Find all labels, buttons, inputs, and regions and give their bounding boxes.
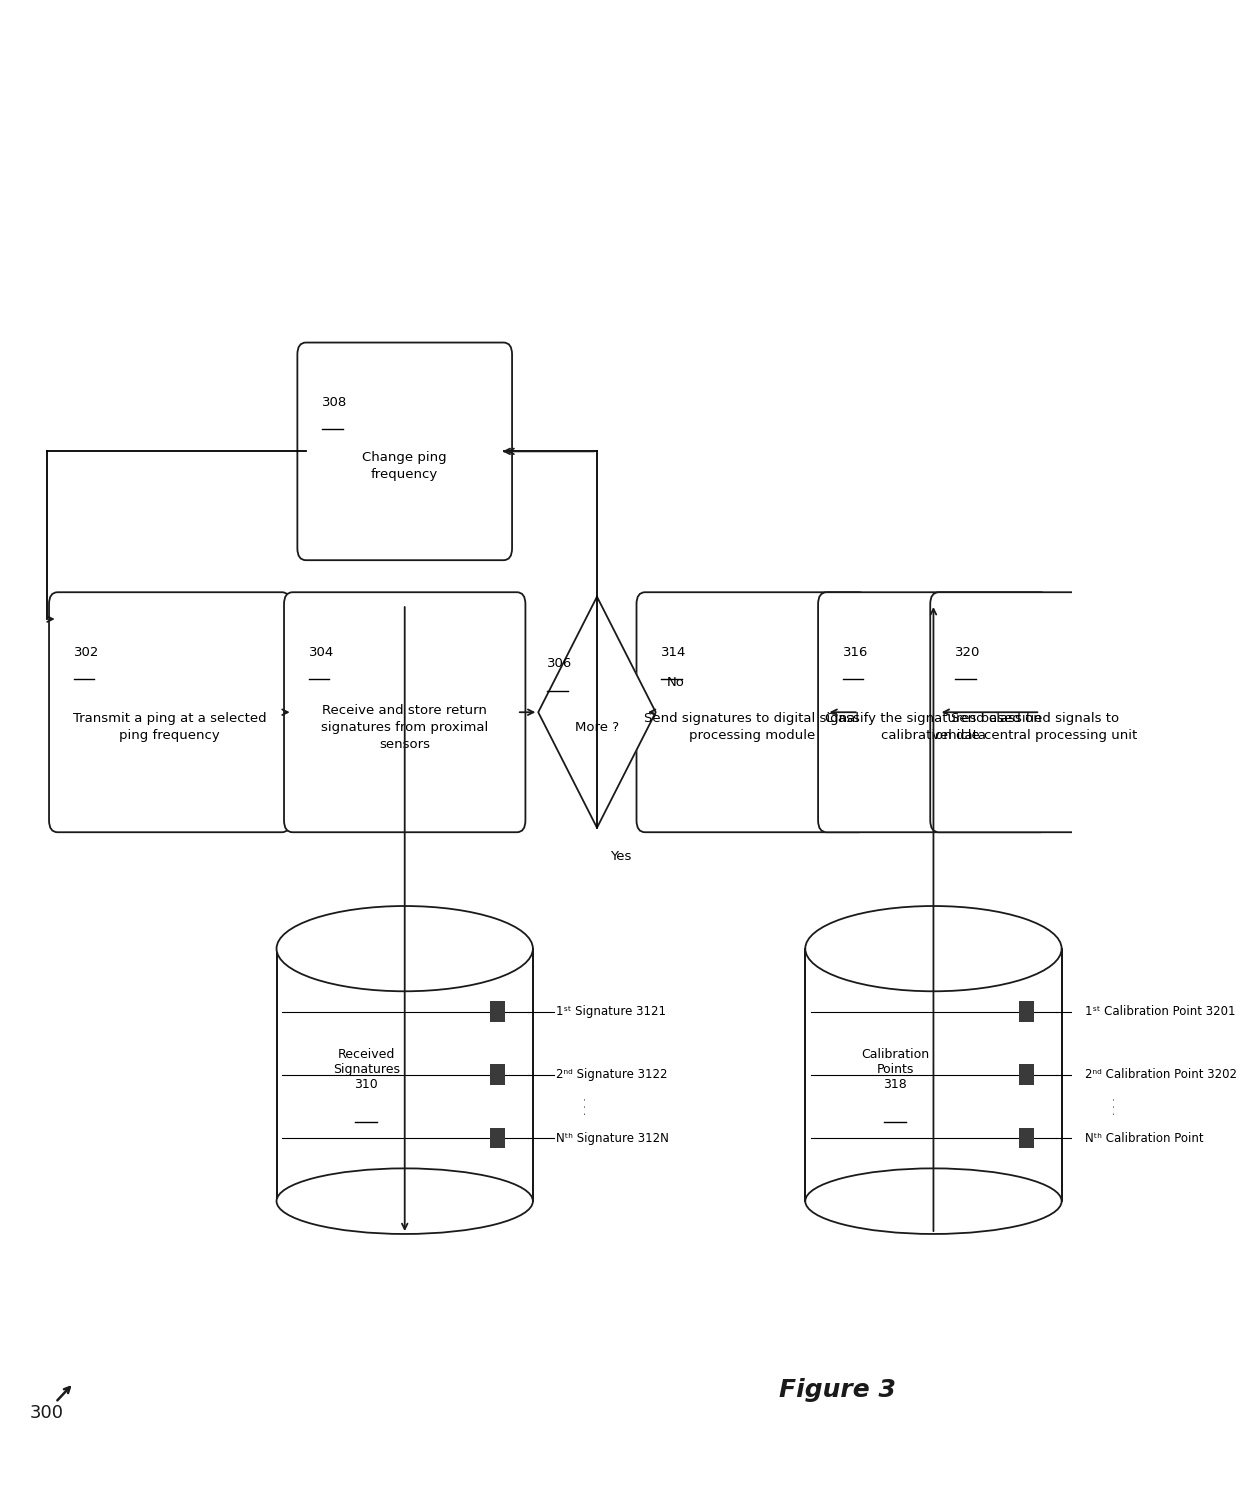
Polygon shape	[538, 597, 656, 827]
Bar	[1019, 1064, 1034, 1085]
Text: Send classified signals to
vehicle central processing unit: Send classified signals to vehicle centr…	[932, 712, 1137, 742]
FancyBboxPatch shape	[930, 592, 1140, 832]
Text: More ?: More ?	[575, 721, 619, 733]
Bar	[1019, 1001, 1034, 1022]
Bar	[1019, 1127, 1034, 1148]
Bar	[490, 1001, 505, 1022]
FancyBboxPatch shape	[818, 592, 1049, 832]
Text: 314: 314	[661, 646, 687, 660]
Text: Transmit a ping at a selected
ping frequency: Transmit a ping at a selected ping frequ…	[73, 712, 267, 742]
FancyBboxPatch shape	[805, 949, 1061, 1201]
Bar	[490, 1127, 505, 1148]
Text: Yes: Yes	[610, 850, 631, 863]
Text: 1ˢᵗ Signature 3121: 1ˢᵗ Signature 3121	[557, 1006, 666, 1018]
Text: 320: 320	[955, 646, 980, 660]
Ellipse shape	[805, 905, 1061, 991]
Text: Classify the signatures based on
calibration data: Classify the signatures based on calibra…	[825, 712, 1042, 742]
Text: Send signatures to digital signal
processing module: Send signatures to digital signal proces…	[645, 712, 859, 742]
Text: 302: 302	[73, 646, 99, 660]
FancyBboxPatch shape	[636, 592, 867, 832]
Text: · · ·: · · ·	[582, 1097, 591, 1115]
Text: Figure 3: Figure 3	[779, 1379, 895, 1403]
Text: 2ⁿᵈ Calibration Point 3202: 2ⁿᵈ Calibration Point 3202	[1085, 1069, 1238, 1081]
Text: Calibration
Points
318: Calibration Points 318	[861, 1048, 929, 1091]
Text: 1ˢᵗ Calibration Point 3201: 1ˢᵗ Calibration Point 3201	[1085, 1006, 1235, 1018]
Ellipse shape	[277, 905, 533, 991]
Ellipse shape	[805, 1168, 1061, 1234]
Text: No: No	[666, 676, 684, 690]
Text: 306: 306	[547, 657, 572, 670]
Text: 2ⁿᵈ Signature 3122: 2ⁿᵈ Signature 3122	[557, 1069, 668, 1081]
FancyBboxPatch shape	[284, 592, 526, 832]
Text: 304: 304	[309, 646, 334, 660]
Text: · · ·: · · ·	[1110, 1097, 1120, 1115]
Text: 308: 308	[322, 396, 347, 409]
Ellipse shape	[277, 1168, 533, 1234]
Text: 316: 316	[843, 646, 868, 660]
Text: 300: 300	[30, 1405, 64, 1423]
Text: Receive and store return
signatures from proximal
sensors: Receive and store return signatures from…	[321, 703, 489, 751]
FancyBboxPatch shape	[298, 343, 512, 561]
Text: Nᵗʰ Signature 312N: Nᵗʰ Signature 312N	[557, 1132, 670, 1145]
Text: Received
Signatures
310: Received Signatures 310	[332, 1048, 399, 1091]
FancyBboxPatch shape	[50, 592, 290, 832]
Text: Nᵗʰ Calibration Point: Nᵗʰ Calibration Point	[1085, 1132, 1204, 1145]
FancyBboxPatch shape	[277, 949, 533, 1201]
Text: Change ping
frequency: Change ping frequency	[362, 451, 448, 481]
Bar	[490, 1064, 505, 1085]
